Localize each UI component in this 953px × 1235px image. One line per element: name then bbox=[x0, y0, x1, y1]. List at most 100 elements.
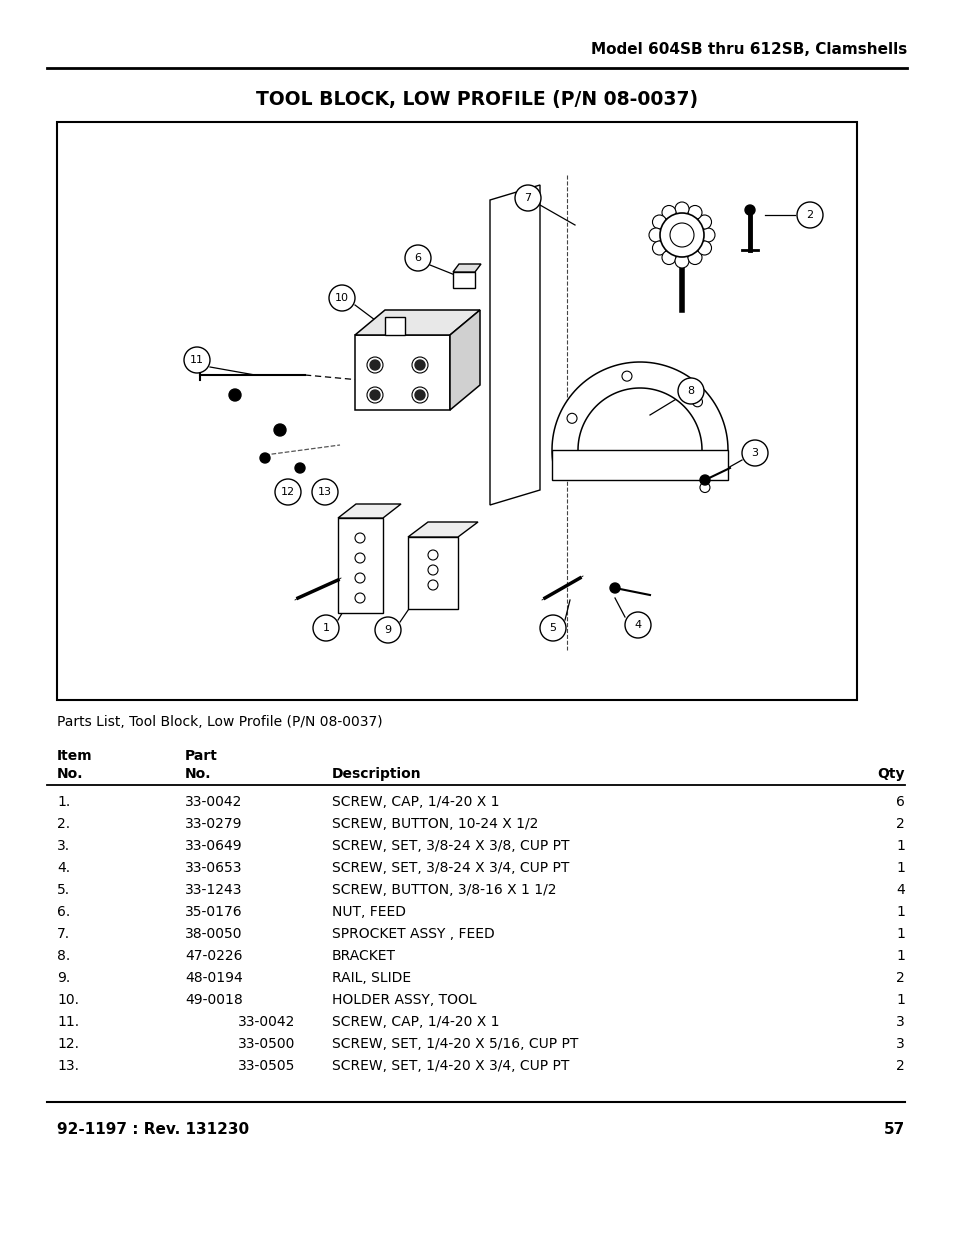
Text: 9.: 9. bbox=[57, 971, 71, 986]
Circle shape bbox=[412, 357, 428, 373]
Text: 2: 2 bbox=[895, 971, 904, 986]
Text: 7.: 7. bbox=[57, 927, 71, 941]
Circle shape bbox=[329, 285, 355, 311]
Circle shape bbox=[539, 615, 565, 641]
Text: 2: 2 bbox=[805, 210, 813, 220]
Text: 49-0018: 49-0018 bbox=[185, 993, 242, 1007]
Circle shape bbox=[697, 215, 711, 228]
Circle shape bbox=[675, 203, 688, 216]
Text: 33-0649: 33-0649 bbox=[185, 839, 242, 853]
Text: 11.: 11. bbox=[57, 1015, 79, 1029]
Text: 2: 2 bbox=[895, 818, 904, 831]
Text: 4: 4 bbox=[895, 883, 904, 897]
Bar bbox=[453, 272, 475, 288]
Polygon shape bbox=[453, 264, 480, 272]
Polygon shape bbox=[450, 310, 479, 410]
Text: 8.: 8. bbox=[57, 948, 71, 963]
Circle shape bbox=[370, 390, 379, 400]
Text: SCREW, SET, 3/8-24 X 3/8, CUP PT: SCREW, SET, 3/8-24 X 3/8, CUP PT bbox=[332, 839, 569, 853]
Text: 4: 4 bbox=[634, 620, 640, 630]
Bar bbox=[57, 122, 856, 700]
Text: 57: 57 bbox=[882, 1123, 904, 1137]
Circle shape bbox=[675, 254, 688, 268]
Circle shape bbox=[700, 483, 709, 493]
Circle shape bbox=[659, 212, 703, 257]
Circle shape bbox=[515, 185, 540, 211]
Text: 38-0050: 38-0050 bbox=[185, 927, 242, 941]
Circle shape bbox=[652, 241, 666, 254]
Text: 13.: 13. bbox=[57, 1058, 79, 1073]
Bar bbox=[408, 537, 457, 609]
Text: SCREW, SET, 1/4-20 X 3/4, CUP PT: SCREW, SET, 1/4-20 X 3/4, CUP PT bbox=[332, 1058, 569, 1073]
Circle shape bbox=[621, 372, 631, 382]
Text: 7: 7 bbox=[524, 193, 531, 203]
Text: TOOL BLOCK, LOW PROFILE (P/N 08-0037): TOOL BLOCK, LOW PROFILE (P/N 08-0037) bbox=[255, 90, 698, 110]
Circle shape bbox=[355, 534, 365, 543]
Circle shape bbox=[415, 390, 424, 400]
Circle shape bbox=[294, 463, 305, 473]
Circle shape bbox=[744, 205, 754, 215]
Text: 6.: 6. bbox=[57, 905, 71, 919]
Circle shape bbox=[687, 205, 701, 220]
Text: 1: 1 bbox=[895, 927, 904, 941]
Text: 47-0226: 47-0226 bbox=[185, 948, 242, 963]
Polygon shape bbox=[355, 335, 450, 410]
Text: 3: 3 bbox=[895, 1037, 904, 1051]
Text: 33-0279: 33-0279 bbox=[185, 818, 242, 831]
Text: HOLDER ASSY, TOOL: HOLDER ASSY, TOOL bbox=[332, 993, 476, 1007]
Text: Part: Part bbox=[185, 748, 217, 763]
Text: 1: 1 bbox=[895, 861, 904, 876]
Circle shape bbox=[692, 396, 701, 406]
Text: SCREW, BUTTON, 3/8-16 X 1 1/2: SCREW, BUTTON, 3/8-16 X 1 1/2 bbox=[332, 883, 556, 897]
Text: SCREW, CAP, 1/4-20 X 1: SCREW, CAP, 1/4-20 X 1 bbox=[332, 795, 499, 809]
Text: No.: No. bbox=[185, 767, 212, 781]
Circle shape bbox=[661, 251, 676, 264]
Circle shape bbox=[355, 573, 365, 583]
Circle shape bbox=[405, 245, 431, 270]
Circle shape bbox=[796, 203, 822, 228]
Text: NUT, FEED: NUT, FEED bbox=[332, 905, 406, 919]
Text: Description: Description bbox=[332, 767, 421, 781]
Circle shape bbox=[312, 479, 337, 505]
Text: 12.: 12. bbox=[57, 1037, 79, 1051]
Text: 1: 1 bbox=[895, 993, 904, 1007]
Text: 9: 9 bbox=[384, 625, 391, 635]
Circle shape bbox=[355, 593, 365, 603]
Text: 12: 12 bbox=[280, 487, 294, 496]
Text: SCREW, CAP, 1/4-20 X 1: SCREW, CAP, 1/4-20 X 1 bbox=[332, 1015, 499, 1029]
Circle shape bbox=[609, 583, 619, 593]
Circle shape bbox=[661, 205, 676, 220]
Circle shape bbox=[678, 378, 703, 404]
Text: 33-0500: 33-0500 bbox=[237, 1037, 294, 1051]
Polygon shape bbox=[337, 504, 400, 517]
Circle shape bbox=[412, 387, 428, 403]
Text: 33-0653: 33-0653 bbox=[185, 861, 242, 876]
Circle shape bbox=[355, 553, 365, 563]
Text: Model 604SB thru 612SB, Clamshells: Model 604SB thru 612SB, Clamshells bbox=[590, 42, 906, 58]
Circle shape bbox=[229, 389, 241, 401]
Text: 6: 6 bbox=[895, 795, 904, 809]
Text: 1: 1 bbox=[322, 622, 329, 634]
Text: 1: 1 bbox=[895, 905, 904, 919]
Text: 1.: 1. bbox=[57, 795, 71, 809]
Text: 10: 10 bbox=[335, 293, 349, 303]
Polygon shape bbox=[552, 450, 727, 480]
Polygon shape bbox=[552, 362, 727, 473]
Circle shape bbox=[700, 475, 709, 485]
Circle shape bbox=[428, 580, 437, 590]
Text: 3.: 3. bbox=[57, 839, 71, 853]
Text: BRACKET: BRACKET bbox=[332, 948, 395, 963]
Text: 3: 3 bbox=[895, 1015, 904, 1029]
Text: 1: 1 bbox=[895, 948, 904, 963]
Text: SPROCKET ASSY , FEED: SPROCKET ASSY , FEED bbox=[332, 927, 495, 941]
Circle shape bbox=[274, 479, 301, 505]
Text: 6: 6 bbox=[414, 253, 421, 263]
Text: 33-1243: 33-1243 bbox=[185, 883, 242, 897]
Polygon shape bbox=[490, 185, 539, 505]
Text: SCREW, SET, 1/4-20 X 5/16, CUP PT: SCREW, SET, 1/4-20 X 5/16, CUP PT bbox=[332, 1037, 578, 1051]
Circle shape bbox=[367, 357, 382, 373]
Polygon shape bbox=[408, 522, 477, 537]
Text: 13: 13 bbox=[317, 487, 332, 496]
Text: 11: 11 bbox=[190, 354, 204, 366]
Text: Item: Item bbox=[57, 748, 92, 763]
